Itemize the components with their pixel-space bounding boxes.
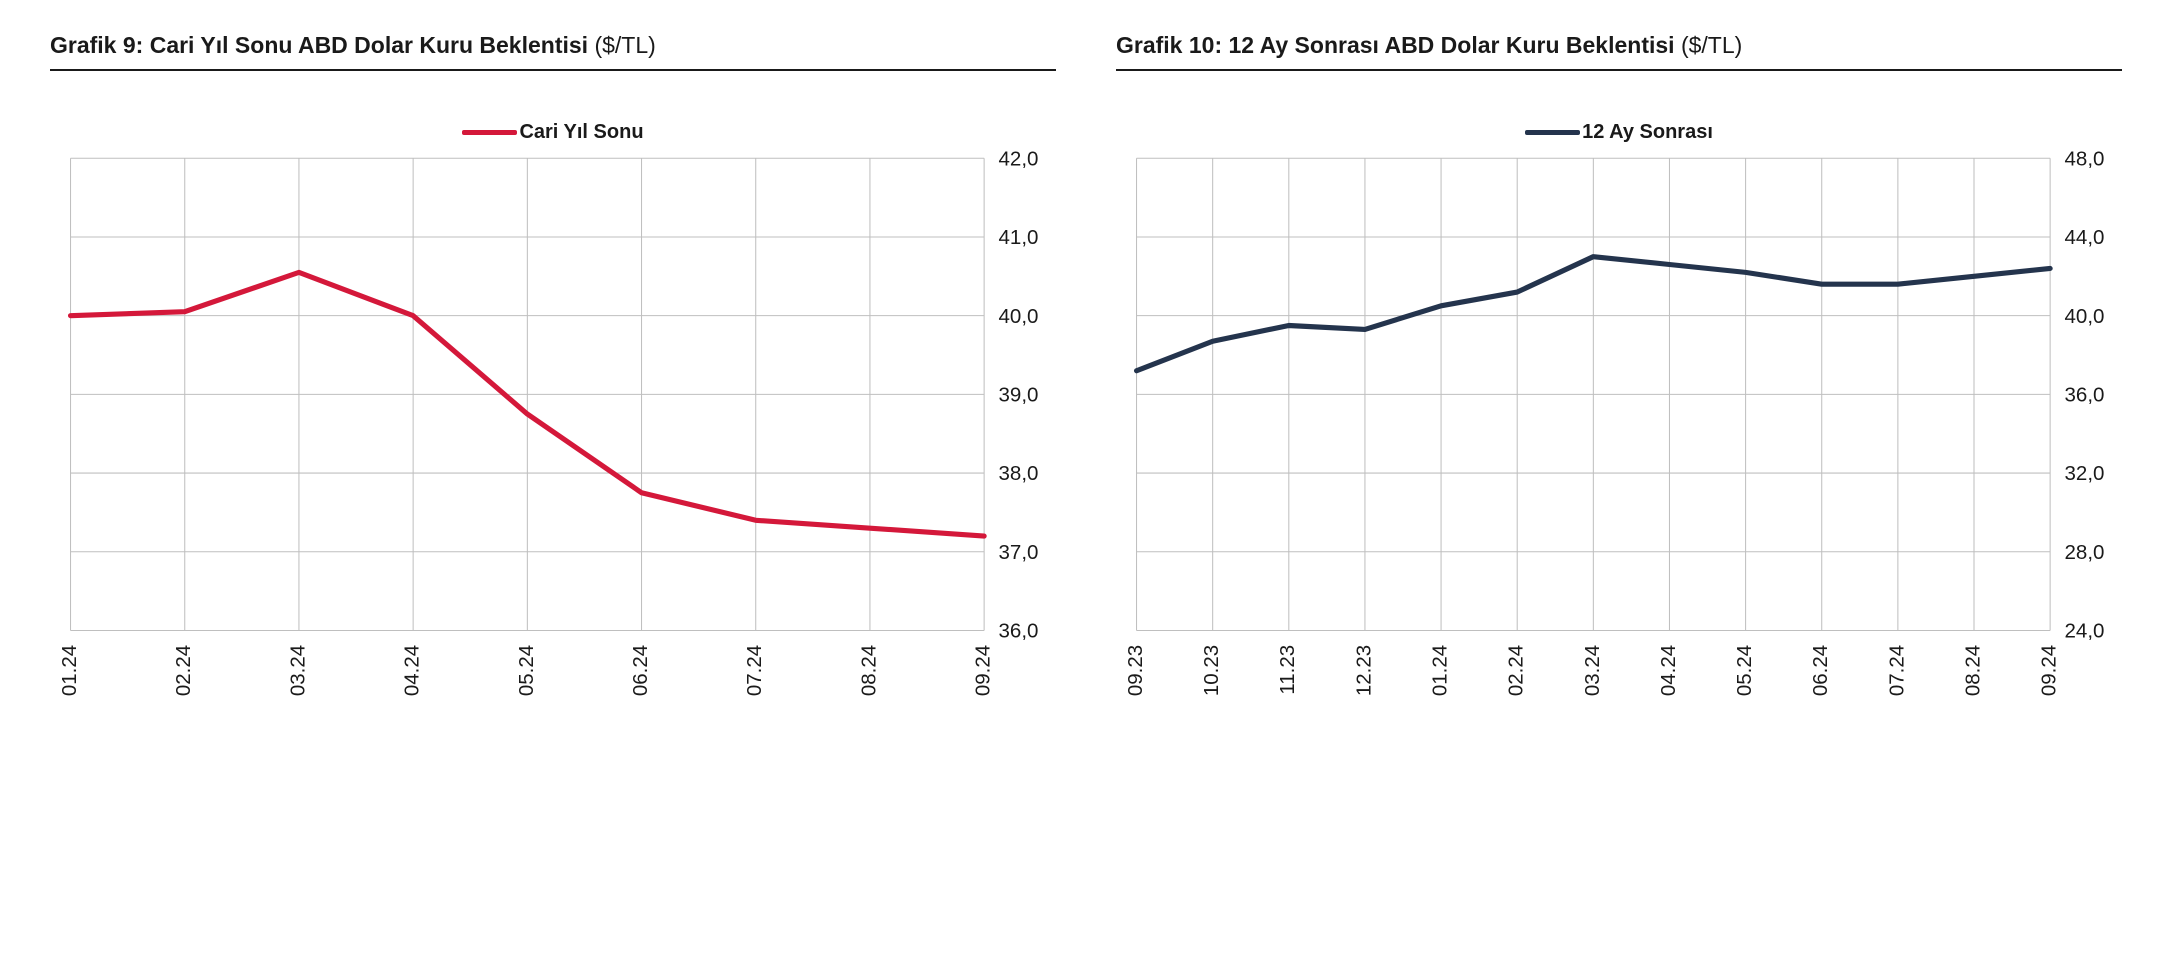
y-tick-label: 42,0 [999,148,1039,170]
y-tick-label: 40,0 [999,305,1039,328]
charts-row: Grafik 9: Cari Yıl Sonu ABD Dolar Kuru B… [50,30,2122,723]
chart9-title: Grafik 9: Cari Yıl Sonu ABD Dolar Kuru B… [50,30,1056,61]
x-tick-label: 06.24 [629,645,652,696]
y-tick-label: 32,0 [2065,462,2105,485]
chart9-legend-label: Cari Yıl Sonu [519,121,643,144]
x-tick-label: 07.24 [743,645,766,696]
x-tick-label: 05.24 [1733,645,1756,696]
chart-panel-9: Grafik 9: Cari Yıl Sonu ABD Dolar Kuru B… [50,30,1056,723]
x-tick-label: 03.24 [1581,645,1604,696]
x-tick-label: 12.23 [1352,645,1375,696]
y-tick-label: 24,0 [2065,620,2105,643]
y-tick-label: 40,0 [2065,305,2105,328]
y-tick-label: 28,0 [2065,541,2105,564]
x-tick-label: 03.24 [286,645,309,696]
x-tick-label: 09.24 [972,645,995,696]
chart10-title: Grafik 10: 12 Ay Sonrası ABD Dolar Kuru … [1116,30,2122,61]
y-tick-label: 41,0 [999,226,1039,249]
x-tick-label: 04.24 [1657,645,1680,696]
chart9-title-unit: ($/TL) [588,32,656,58]
y-tick-label: 36,0 [2065,384,2105,407]
chart9-plot: 36,0 37,0 38,0 39,0 40,0 41,0 42,0 01.24 02.24 03… [50,148,1056,723]
y-tick-label: 44,0 [2065,226,2105,249]
x-tick-label: 08.24 [1961,645,1984,696]
x-tick-label: 04.24 [401,645,424,696]
chart9-legend: Cari Yıl Sonu [50,121,1056,144]
x-tick-label: 09.24 [2038,645,2061,696]
y-tick-label: 39,0 [999,384,1039,407]
x-tick-label: 01.24 [1428,645,1451,696]
x-tick-label: 06.24 [1809,645,1832,696]
x-tick-label: 10.23 [1200,645,1223,696]
y-tick-label: 48,0 [2065,148,2105,170]
x-tick-label: 08.24 [857,645,880,696]
chart10-plot: 24,0 28,0 32,0 36,0 40,0 44,0 48,0 09.23 10.23 11… [1116,148,2122,723]
chart-panel-10: Grafik 10: 12 Ay Sonrası ABD Dolar Kuru … [1116,30,2122,723]
x-tick-label: 05.24 [515,645,538,696]
y-tick-label: 38,0 [999,462,1039,485]
x-tick-label: 09.23 [1124,645,1147,696]
y-tick-label: 36,0 [999,620,1039,643]
chart10-svg: 24,0 28,0 32,0 36,0 40,0 44,0 48,0 09.23 10.23 11… [1116,148,2122,723]
chart10-title-bold: Grafik 10: 12 Ay Sonrası ABD Dolar Kuru … [1116,32,1675,58]
x-tick-label: 11.23 [1276,645,1299,695]
chart9-legend-swatch [462,130,517,135]
chart9-title-bold: Grafik 9: Cari Yıl Sonu ABD Dolar Kuru B… [50,32,588,58]
x-tick-label: 07.24 [1885,645,1908,696]
x-tick-label: 02.24 [172,645,195,696]
x-tick-label: 02.24 [1505,645,1528,696]
chart10-title-rule [1116,69,2122,71]
chart10-title-unit: ($/TL) [1675,32,1743,58]
chart10-legend-swatch [1525,130,1580,135]
x-tick-label: 01.24 [58,645,81,696]
chart10-legend-label: 12 Ay Sonrası [1582,121,1713,144]
chart9-svg: 36,0 37,0 38,0 39,0 40,0 41,0 42,0 01.24 02.24 03… [50,148,1056,723]
chart9-title-rule [50,69,1056,71]
y-tick-label: 37,0 [999,541,1039,564]
chart10-legend: 12 Ay Sonrası [1116,121,2122,144]
